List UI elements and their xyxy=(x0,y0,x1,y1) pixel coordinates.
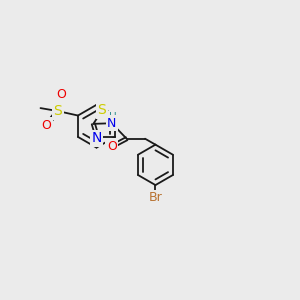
Text: O: O xyxy=(107,140,117,153)
Text: S: S xyxy=(53,104,62,118)
Text: S: S xyxy=(97,103,106,117)
Text: H: H xyxy=(109,112,116,122)
Text: N: N xyxy=(107,117,116,130)
Text: O: O xyxy=(41,119,51,132)
Text: O: O xyxy=(56,88,66,101)
Text: Br: Br xyxy=(148,191,162,204)
Text: N: N xyxy=(92,131,102,146)
